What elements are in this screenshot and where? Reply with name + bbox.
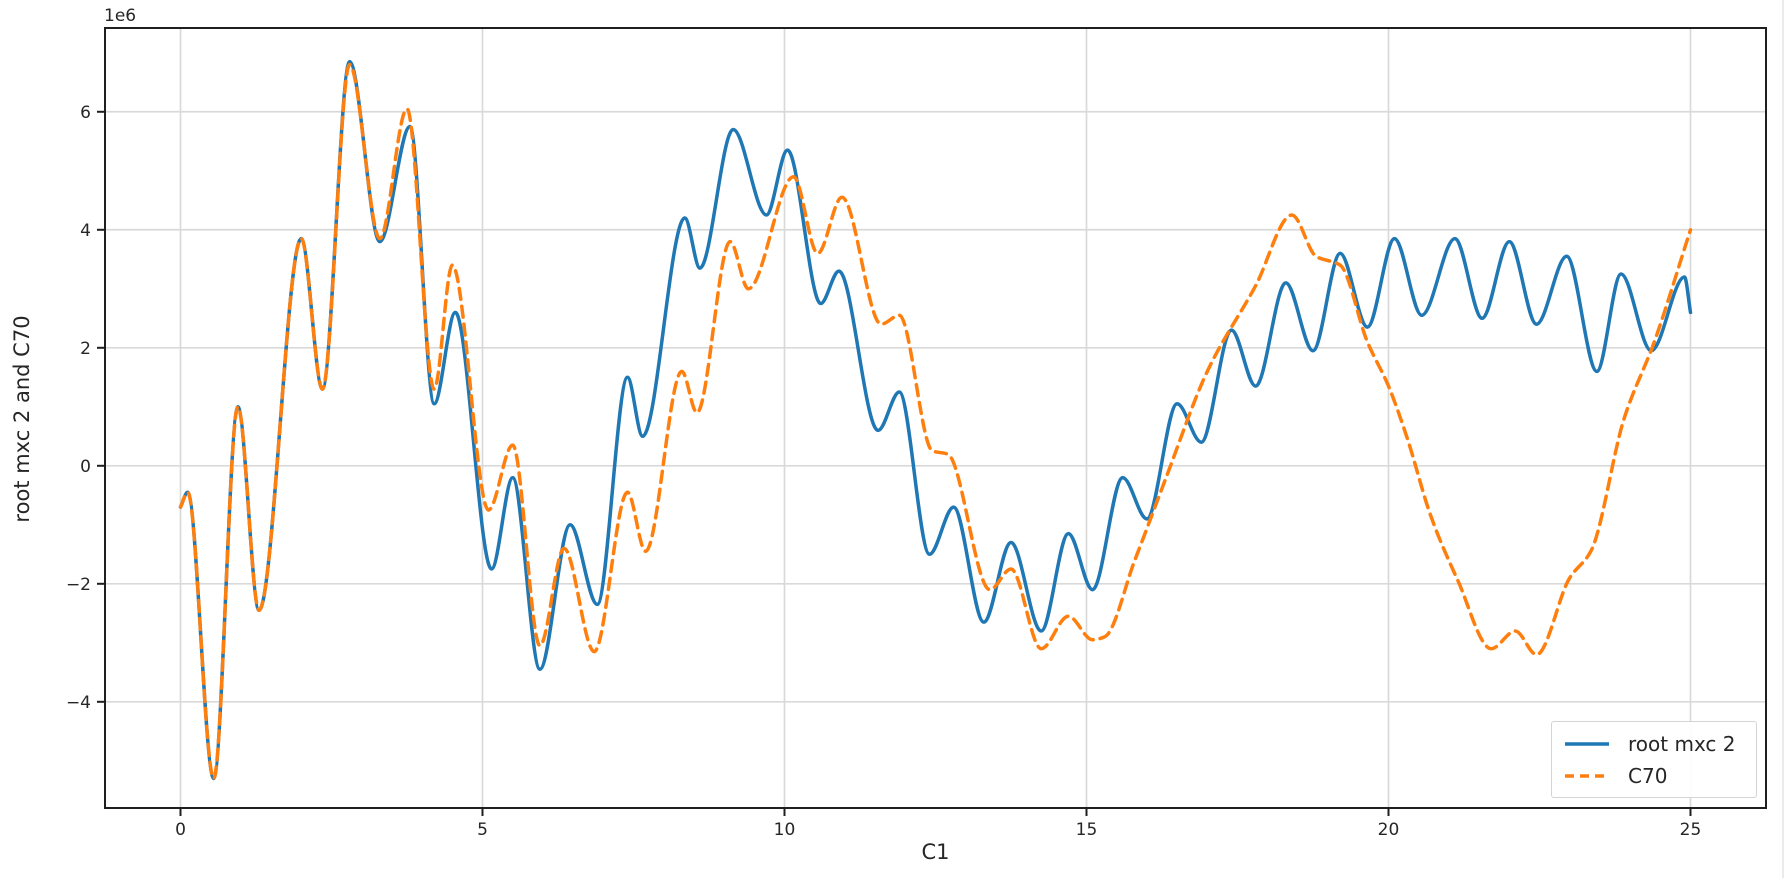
legend-line-sample-solid [1565,742,1609,746]
axis-tick-labels: 0 5 10 15 20 25 −4 −2 0 2 4 6 [66,103,1701,840]
x-tick-label: 25 [1680,820,1702,840]
legend-entry-c70: C70 [1564,760,1756,792]
series-line-c70 [178,62,1693,781]
y-tick-label: 4 [80,221,91,241]
y-tick-label: 0 [80,457,91,477]
x-tick-label: 10 [774,820,796,840]
axis-ticks [97,110,1692,816]
legend-label: root mxc 2 [1628,732,1736,756]
series-line-root-mxc-2 [178,59,1693,781]
x-tick-label: 15 [1076,820,1098,840]
x-axis-label: C1 [921,840,950,864]
y-axis-label: root mxc 2 and C70 [10,315,34,523]
gridlines [105,28,1766,808]
x-tick-label: 20 [1378,820,1400,840]
x-tick-label: 0 [175,820,186,840]
legend: root mxc 2 C70 [1551,721,1757,798]
y-tick-label: 6 [80,103,91,123]
legend-entry-root-mxc-2: root mxc 2 [1564,728,1756,760]
axes-spines [104,27,1767,809]
legend-label: C70 [1628,764,1668,788]
y-tick-label: −2 [66,575,91,595]
page-edge-divider [1782,0,1784,878]
x-tick-label: 5 [477,820,488,840]
y-axis-offset-text: 1e6 [104,6,136,26]
y-tick-label: −4 [66,693,91,713]
legend-line-sample-dashed [1565,774,1609,778]
y-tick-label: 2 [80,339,91,359]
